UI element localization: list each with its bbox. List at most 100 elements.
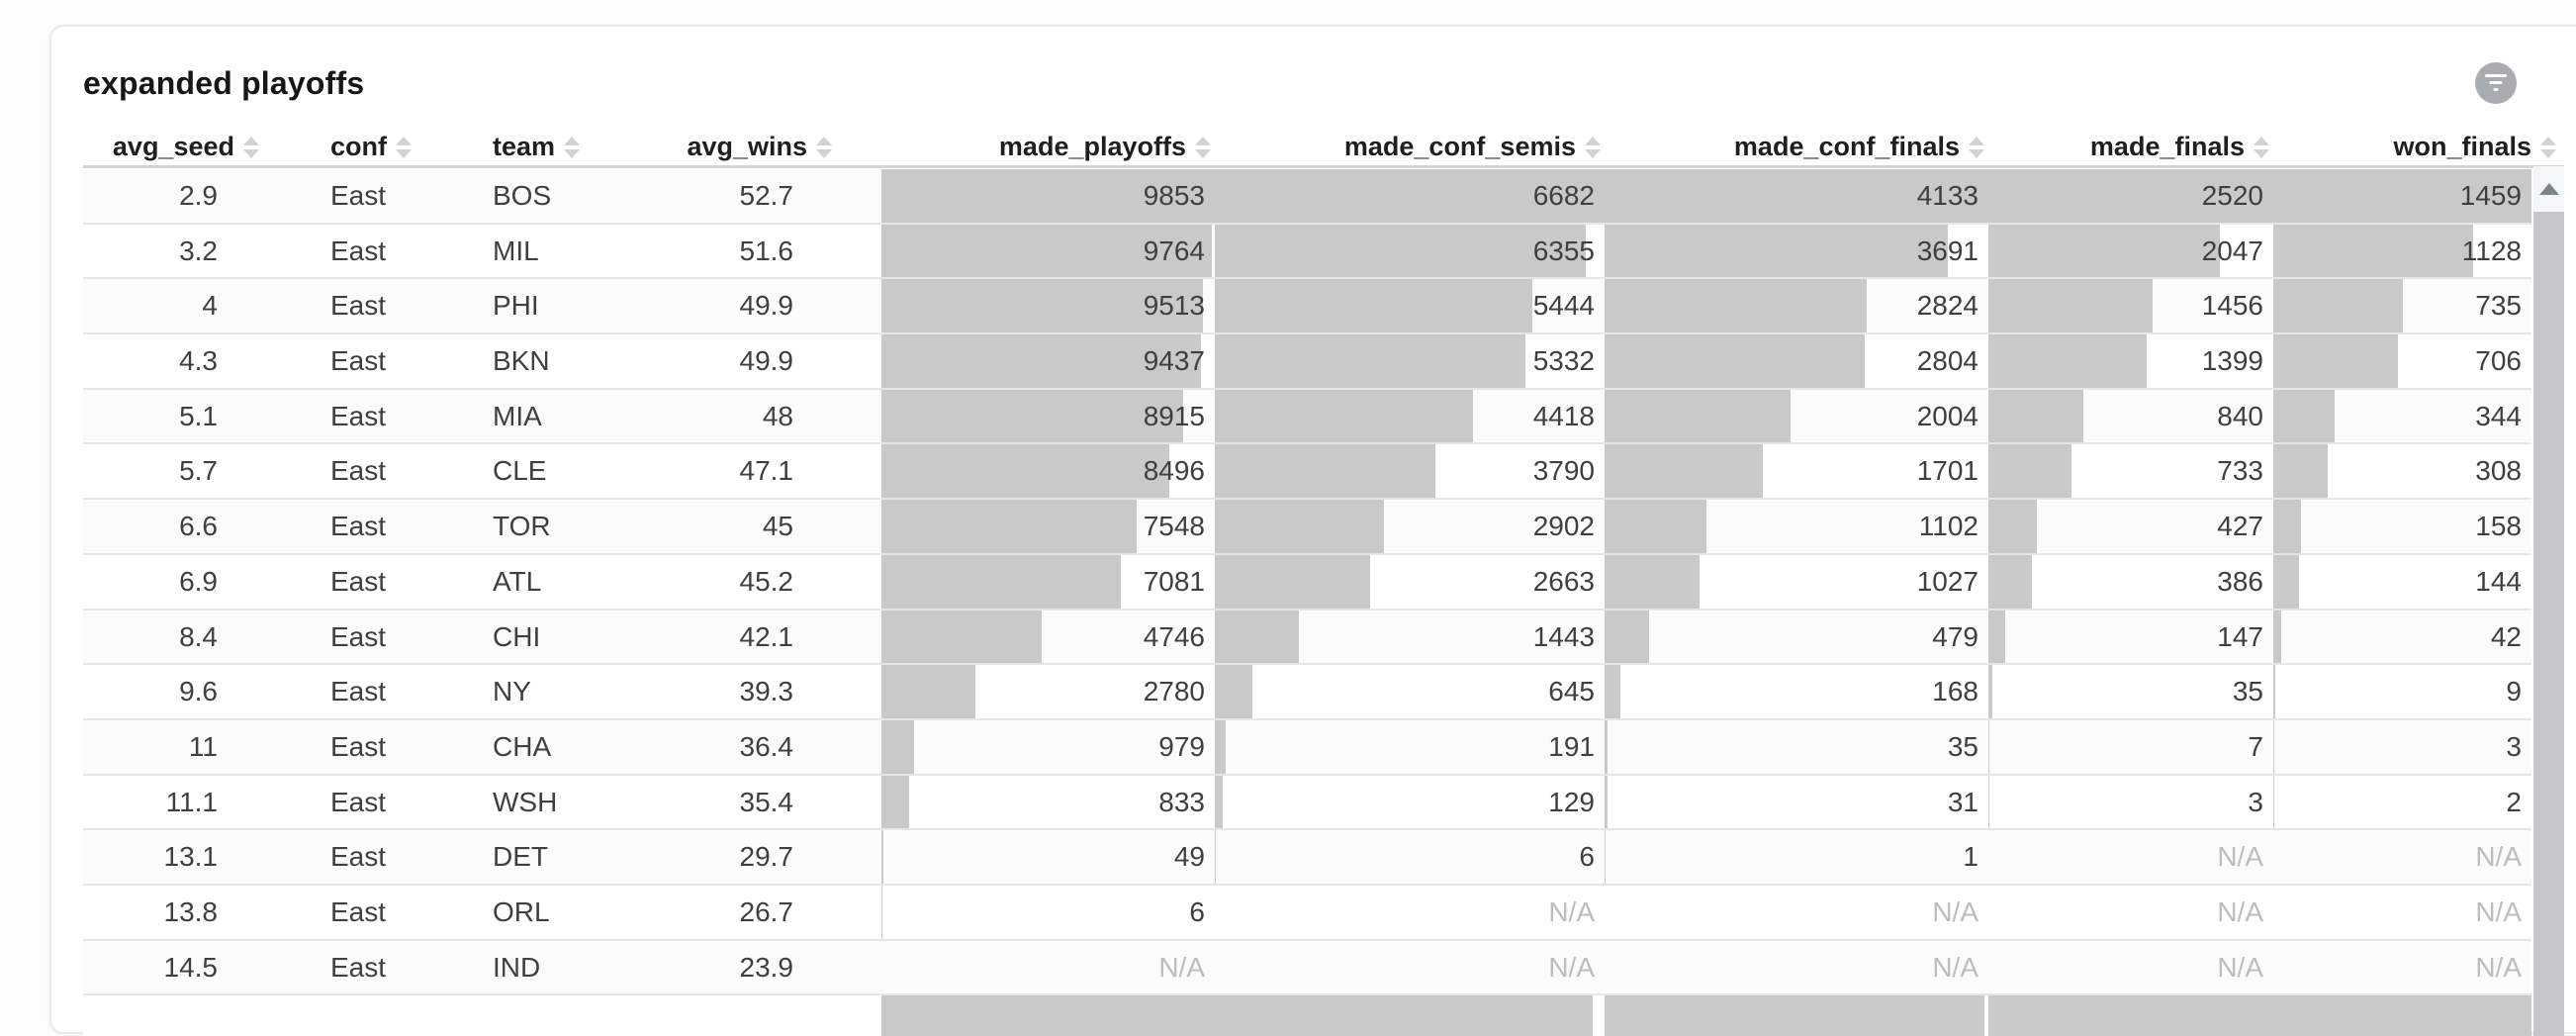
cell-made_conf_semis: 2902 <box>1215 500 1605 553</box>
data-bar <box>1988 611 2005 664</box>
data-bar <box>881 555 1121 609</box>
cell-made_playoffs: 49 <box>881 830 1215 884</box>
cell-value: 49 <box>1174 841 1205 872</box>
cell-team: BKN <box>453 334 611 388</box>
cell-value: 49.9 <box>740 345 794 376</box>
cell-value: 147 <box>2217 621 2263 652</box>
cell-avg_wins: 45 <box>611 500 881 553</box>
cell-value: 5444 <box>1533 290 1595 321</box>
cell-conf: East <box>263 555 453 609</box>
cell-value: 35.4 <box>740 787 794 817</box>
cell-value: 9 <box>2506 676 2522 706</box>
column-header-made_conf_semis[interactable]: made_conf_semis <box>1215 129 1605 165</box>
cell-conf: East <box>263 225 453 278</box>
data-bar <box>1988 279 2153 332</box>
cell-made_conf_finals: 1701 <box>1605 444 1988 498</box>
cell-value: 129 <box>1548 787 1595 817</box>
cell-made_finals: N/A <box>1988 830 2273 884</box>
cell-made_conf_finals <box>1605 995 1988 1036</box>
scrollbar-thumb[interactable] <box>2533 212 2564 1036</box>
cell-won_finals: 1459 <box>2273 169 2531 223</box>
cell-avg_wins: 35.4 <box>611 776 881 829</box>
cell-value: N/A <box>1548 896 1595 927</box>
filter-button[interactable] <box>2475 62 2517 104</box>
cell-made_conf_semis: 129 <box>1215 776 1605 829</box>
cell-value: 2902 <box>1533 511 1595 541</box>
cell-value: East <box>330 676 386 706</box>
cell-won_finals: 9 <box>2273 665 2531 718</box>
cell-value: 6 <box>1579 841 1595 872</box>
cell-value: 979 <box>1158 731 1205 762</box>
cell-value: 29.7 <box>740 841 794 872</box>
column-header-made_conf_finals[interactable]: made_conf_finals <box>1605 129 1988 165</box>
cell-made_conf_semis: 3790 <box>1215 444 1605 498</box>
cell-value: 51.6 <box>740 235 794 266</box>
cell-value: 2047 <box>2202 235 2263 266</box>
column-header-avg_wins[interactable]: avg_wins <box>611 129 881 165</box>
sort-chevrons-icon <box>243 137 259 158</box>
cell-team: WSH <box>453 776 611 829</box>
cell-value: 4133 <box>1917 180 1978 211</box>
cell-conf: East <box>263 279 453 332</box>
column-header-team[interactable]: team <box>453 129 611 165</box>
cell-value: 5.1 <box>179 401 218 431</box>
data-bar <box>1605 334 1865 388</box>
cell-value: 5332 <box>1533 345 1595 376</box>
cell-avg_wins: 26.7 <box>611 886 881 939</box>
cell-value: 3691 <box>1917 235 1978 266</box>
data-bar <box>881 444 1169 498</box>
cell-made_playoffs: N/A <box>881 941 1215 994</box>
cell-made_finals <box>1988 995 2273 1036</box>
cell-value: 42.1 <box>740 621 794 652</box>
cell-made_finals: 840 <box>1988 390 2273 443</box>
cell-value: 9853 <box>1144 180 1205 211</box>
cell-value: 9437 <box>1144 345 1205 376</box>
cell-avg_seed: 5.7 <box>83 444 263 498</box>
vertical-scrollbar[interactable] <box>2533 166 2564 1036</box>
cell-made_playoffs: 9764 <box>881 225 1215 278</box>
scroll-up-button[interactable] <box>2533 166 2564 212</box>
cell-made_conf_finals: 1027 <box>1605 555 1988 609</box>
cell-value: 3.2 <box>179 235 218 266</box>
cell-made_finals: 386 <box>1988 555 2273 609</box>
cell-value: East <box>330 787 386 817</box>
cell-made_playoffs: 4746 <box>881 611 1215 664</box>
cell-team: MIA <box>453 390 611 443</box>
column-header-conf[interactable]: conf <box>263 129 453 165</box>
cell-value: N/A <box>2217 896 2263 927</box>
cell-made_conf_semis: 6 <box>1215 830 1605 884</box>
cell-avg_seed: 14.5 <box>83 941 263 994</box>
cell-value: 427 <box>2217 511 2263 541</box>
column-header-won_finals[interactable]: won_finals <box>2273 129 2564 165</box>
cell-conf: East <box>263 830 453 884</box>
cell-value: 9764 <box>1144 235 1205 266</box>
sort-chevrons-icon <box>396 137 412 158</box>
column-header-made_finals[interactable]: made_finals <box>1988 129 2273 165</box>
cell-value: 49.9 <box>740 290 794 321</box>
cell-made_finals: 427 <box>1988 500 2273 553</box>
column-header-avg_seed[interactable]: avg_seed <box>83 129 263 165</box>
cell-made_playoffs: 9853 <box>881 169 1215 223</box>
cell-team <box>453 995 611 1036</box>
cell-avg_seed: 13.8 <box>83 886 263 939</box>
data-bar <box>2273 995 2531 1036</box>
cell-value: East <box>330 235 386 266</box>
cell-value: East <box>330 401 386 431</box>
cell-value: N/A <box>1548 952 1595 983</box>
cell-made_finals: 35 <box>1988 665 2273 718</box>
data-bar <box>1215 225 1586 278</box>
data-bar <box>1215 776 1223 829</box>
sort-chevrons-icon <box>2540 137 2556 158</box>
cell-conf: East <box>263 334 453 388</box>
cell-value: 3790 <box>1533 455 1595 486</box>
sort-chevrons-icon <box>1585 137 1601 158</box>
column-header-made_playoffs[interactable]: made_playoffs <box>881 129 1215 165</box>
cell-made_playoffs: 6 <box>881 886 1215 939</box>
cell-avg_wins: 52.7 <box>611 169 881 223</box>
cell-team: TOR <box>453 500 611 553</box>
cell-value: 1128 <box>2462 235 2522 266</box>
